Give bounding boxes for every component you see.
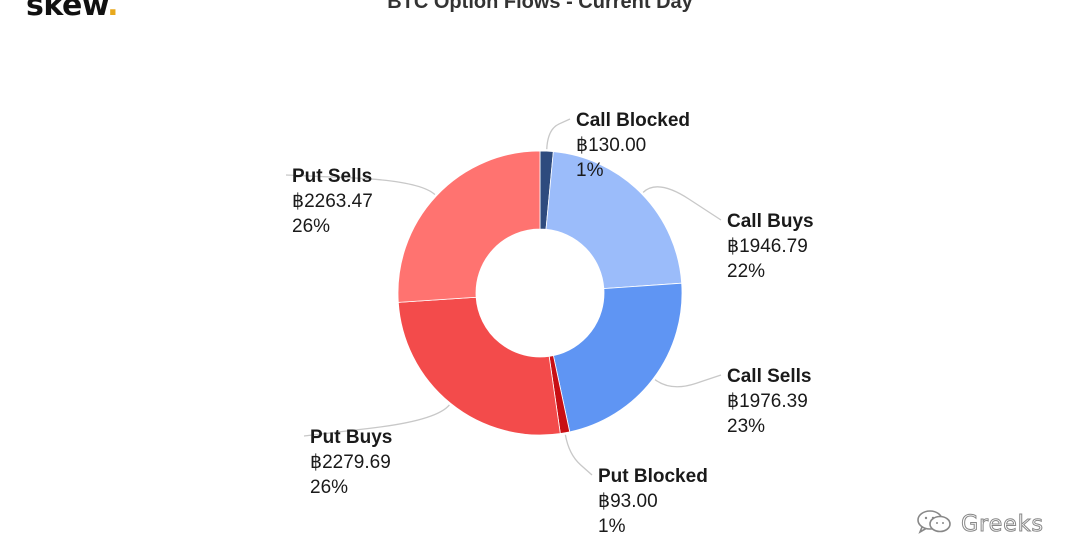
label-value-put-sells: ฿2263.47 [292, 191, 373, 212]
label-value-call-buys: ฿1946.79 [727, 236, 808, 257]
label-value-call-sells: ฿1976.39 [727, 391, 808, 412]
label-name-put-sells: Put Sells [292, 166, 372, 187]
label-name-call-buys: Call Buys [727, 211, 814, 232]
slice-call-buys[interactable] [545, 151, 683, 290]
watermark: Greeks [915, 509, 1044, 538]
label-value-call-blocked: ฿130.00 [576, 135, 646, 156]
label-percent-call-buys: 22% [727, 261, 765, 282]
slice-labels: Call Blocked ฿130.00 1% Call Buys ฿1946.79 22… [292, 110, 814, 537]
label-name-put-buys: Put Buys [310, 427, 392, 448]
chart-title: BTC Option Flows - Current Day [387, 0, 693, 13]
label-name-call-sells: Call Sells [727, 366, 812, 387]
label-percent-put-blocked: 1% [598, 516, 626, 537]
label-value-put-buys: ฿2279.69 [310, 452, 391, 473]
label-name-put-blocked: Put Blocked [598, 466, 708, 487]
label-name-call-blocked: Call Blocked [576, 110, 690, 131]
label-percent-put-sells: 26% [292, 216, 330, 237]
connector-call-blocked [546, 118, 571, 150]
logo-text: skew [26, 0, 108, 23]
label-percent-put-buys: 26% [310, 477, 348, 498]
slice-put-buys[interactable] [397, 296, 561, 436]
connector-call-buys [642, 186, 722, 221]
label-connectors [285, 118, 722, 476]
connector-put-buys [303, 404, 450, 437]
skew-logo: skew. [26, 0, 119, 23]
connector-put-sells [285, 174, 436, 196]
watermark-text: Greeks [961, 512, 1044, 538]
connector-call-sells [654, 374, 722, 388]
label-percent-call-blocked: 1% [576, 160, 604, 181]
slice-put-sells[interactable] [397, 150, 541, 303]
logo-dot: . [107, 0, 119, 23]
wechat-icon [917, 510, 951, 534]
slice-call-sells[interactable] [552, 282, 683, 433]
label-value-put-blocked: ฿93.00 [598, 491, 658, 512]
label-percent-call-sells: 23% [727, 416, 765, 437]
connector-put-blocked [564, 434, 593, 476]
donut-slices [397, 150, 683, 436]
